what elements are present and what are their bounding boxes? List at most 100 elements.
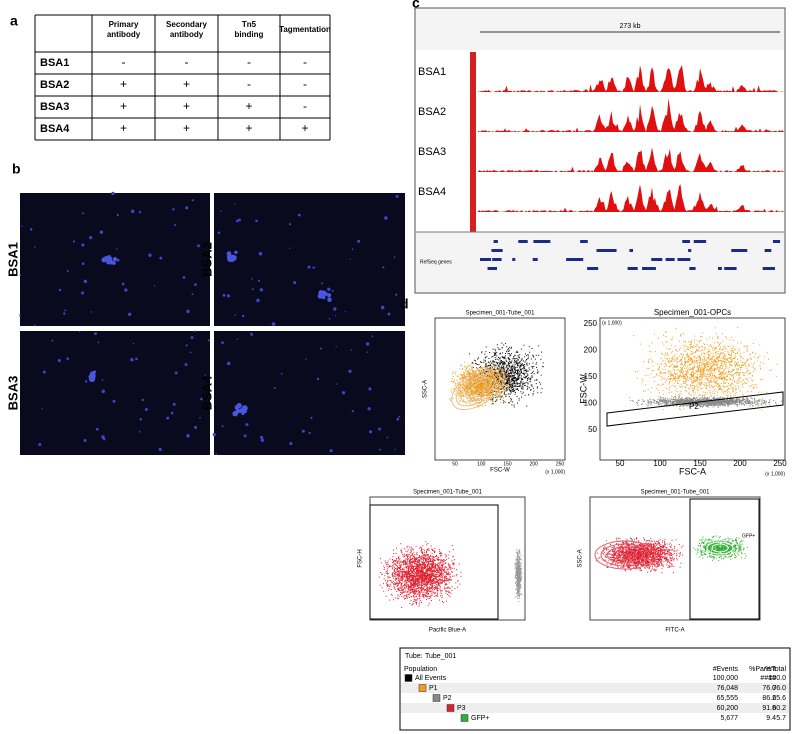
label: (x 1,000) [545,469,565,475]
gene [651,258,663,261]
label: + [301,121,308,135]
label: + [120,121,127,135]
gene [541,240,551,243]
cell [174,224,177,227]
label: + [183,77,190,91]
gene [592,267,597,270]
cell [236,219,239,223]
label: 150 [693,459,707,468]
label: 76,048 [717,685,739,692]
label: 100 [584,399,598,408]
label: 86.2 [762,695,776,702]
cell [321,282,323,285]
plot-frame [369,496,526,621]
cell [329,449,333,453]
gene [493,240,498,243]
gene [689,267,696,270]
label: 76.0 [762,685,776,692]
cell [21,225,23,227]
label: - [303,55,307,69]
contour [706,541,734,555]
cell [344,311,347,313]
label: - [303,77,307,91]
label: Specimen_001-Tube_001 [641,490,710,496]
cell [241,314,245,318]
label: #Events [713,666,739,673]
cell [387,312,391,316]
swatch [418,684,427,692]
swatch [460,714,469,722]
gene [480,258,492,261]
cell [377,427,381,431]
row-bg [401,703,789,713]
label: #### [760,675,776,682]
cell [335,315,337,317]
cell [307,265,311,269]
cell [99,230,104,234]
contour [455,369,501,407]
cell [144,407,148,411]
label: %Total [765,666,786,673]
swatch [432,694,441,702]
label: Population [404,666,437,673]
row-bg [401,683,789,693]
label: 9.4 [766,715,776,722]
cell [102,437,106,441]
gene [740,249,748,252]
label: 250 [773,459,787,468]
contour [468,380,488,396]
cell [310,416,313,419]
label: 76.0 [772,685,786,692]
cell [380,305,385,310]
contour [451,365,505,411]
cell [95,427,99,431]
label: %Parent [749,666,776,673]
gene [573,258,584,261]
cell [19,274,22,276]
cell [82,212,85,215]
gene [724,267,737,270]
cell [226,361,231,366]
cell [308,431,311,435]
cell [379,448,382,451]
gene [580,240,588,243]
label: + [120,99,127,113]
cell [394,448,396,451]
cell [94,332,97,336]
cell [148,253,152,257]
scatter [629,326,778,411]
cell [191,199,194,202]
cell [322,295,326,300]
scatter [630,395,783,408]
label: BSA4 [418,186,446,198]
cell [259,288,264,292]
cell [271,322,276,326]
cell [369,430,373,434]
cell [357,239,361,243]
cell [185,344,188,347]
label: BSA1 [40,57,69,69]
label: 200 [733,459,747,468]
label: P2 [689,402,699,411]
swatch [404,674,413,682]
contour [464,377,492,399]
cell [289,247,291,250]
label: 150 [503,461,512,467]
cell [84,380,88,383]
cell [260,438,265,442]
label: RefSeq genes [420,259,452,265]
label: a [10,13,18,29]
cell [115,248,118,250]
label: 50 [616,459,625,468]
label: BSA2 [40,79,69,91]
cell [348,369,352,373]
label: BSA2 [199,242,214,277]
label: All Events [415,675,447,682]
cell [174,371,178,375]
cell [341,391,346,395]
label: 50 [588,425,597,434]
label: + [245,99,252,113]
cell [293,281,297,285]
cell [101,389,105,394]
cell [112,256,118,262]
